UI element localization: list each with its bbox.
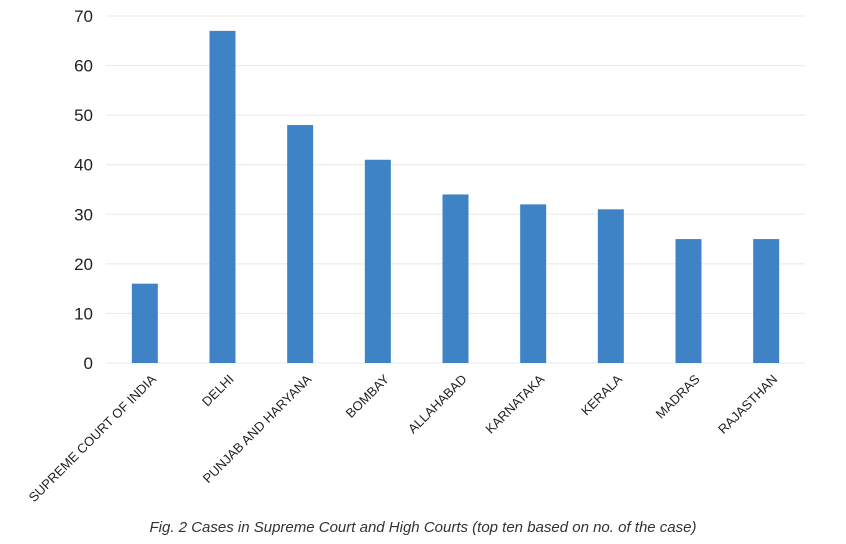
bars [131, 30, 780, 363]
x-tick-label: BOMBAY [343, 371, 392, 420]
y-tick-label: 40 [74, 156, 93, 175]
bar [597, 209, 624, 363]
bar [520, 204, 547, 363]
y-tick-label: 30 [74, 205, 93, 224]
figure-caption: Fig. 2 Cases in Supreme Court and High C… [149, 519, 697, 536]
x-tick-label: RAJASTHAN [715, 372, 780, 437]
y-tick-label: 0 [84, 354, 93, 373]
x-tick-label: KERALA [578, 371, 625, 418]
y-tick-label: 50 [74, 106, 93, 125]
bar [364, 159, 391, 363]
y-axis-ticks: 0 10 20 30 40 50 60 70 [74, 7, 93, 373]
x-tick-label: ALLAHABAD [405, 372, 470, 437]
bar [287, 125, 314, 363]
bar [442, 194, 469, 363]
x-tick-label: DELHI [199, 372, 237, 410]
x-tick-label: KARNATAKA [482, 371, 547, 436]
y-tick-label: 70 [74, 7, 93, 26]
x-tick-label: MADRAS [653, 371, 703, 421]
bar [209, 30, 236, 363]
y-tick-label: 20 [74, 255, 93, 274]
y-tick-label: 10 [74, 304, 93, 323]
bar [753, 239, 780, 363]
bar [131, 283, 158, 363]
y-tick-label: 60 [74, 57, 93, 76]
bar [675, 239, 702, 363]
x-tick-label: SUPREME COURT OF INDIA [26, 371, 160, 505]
